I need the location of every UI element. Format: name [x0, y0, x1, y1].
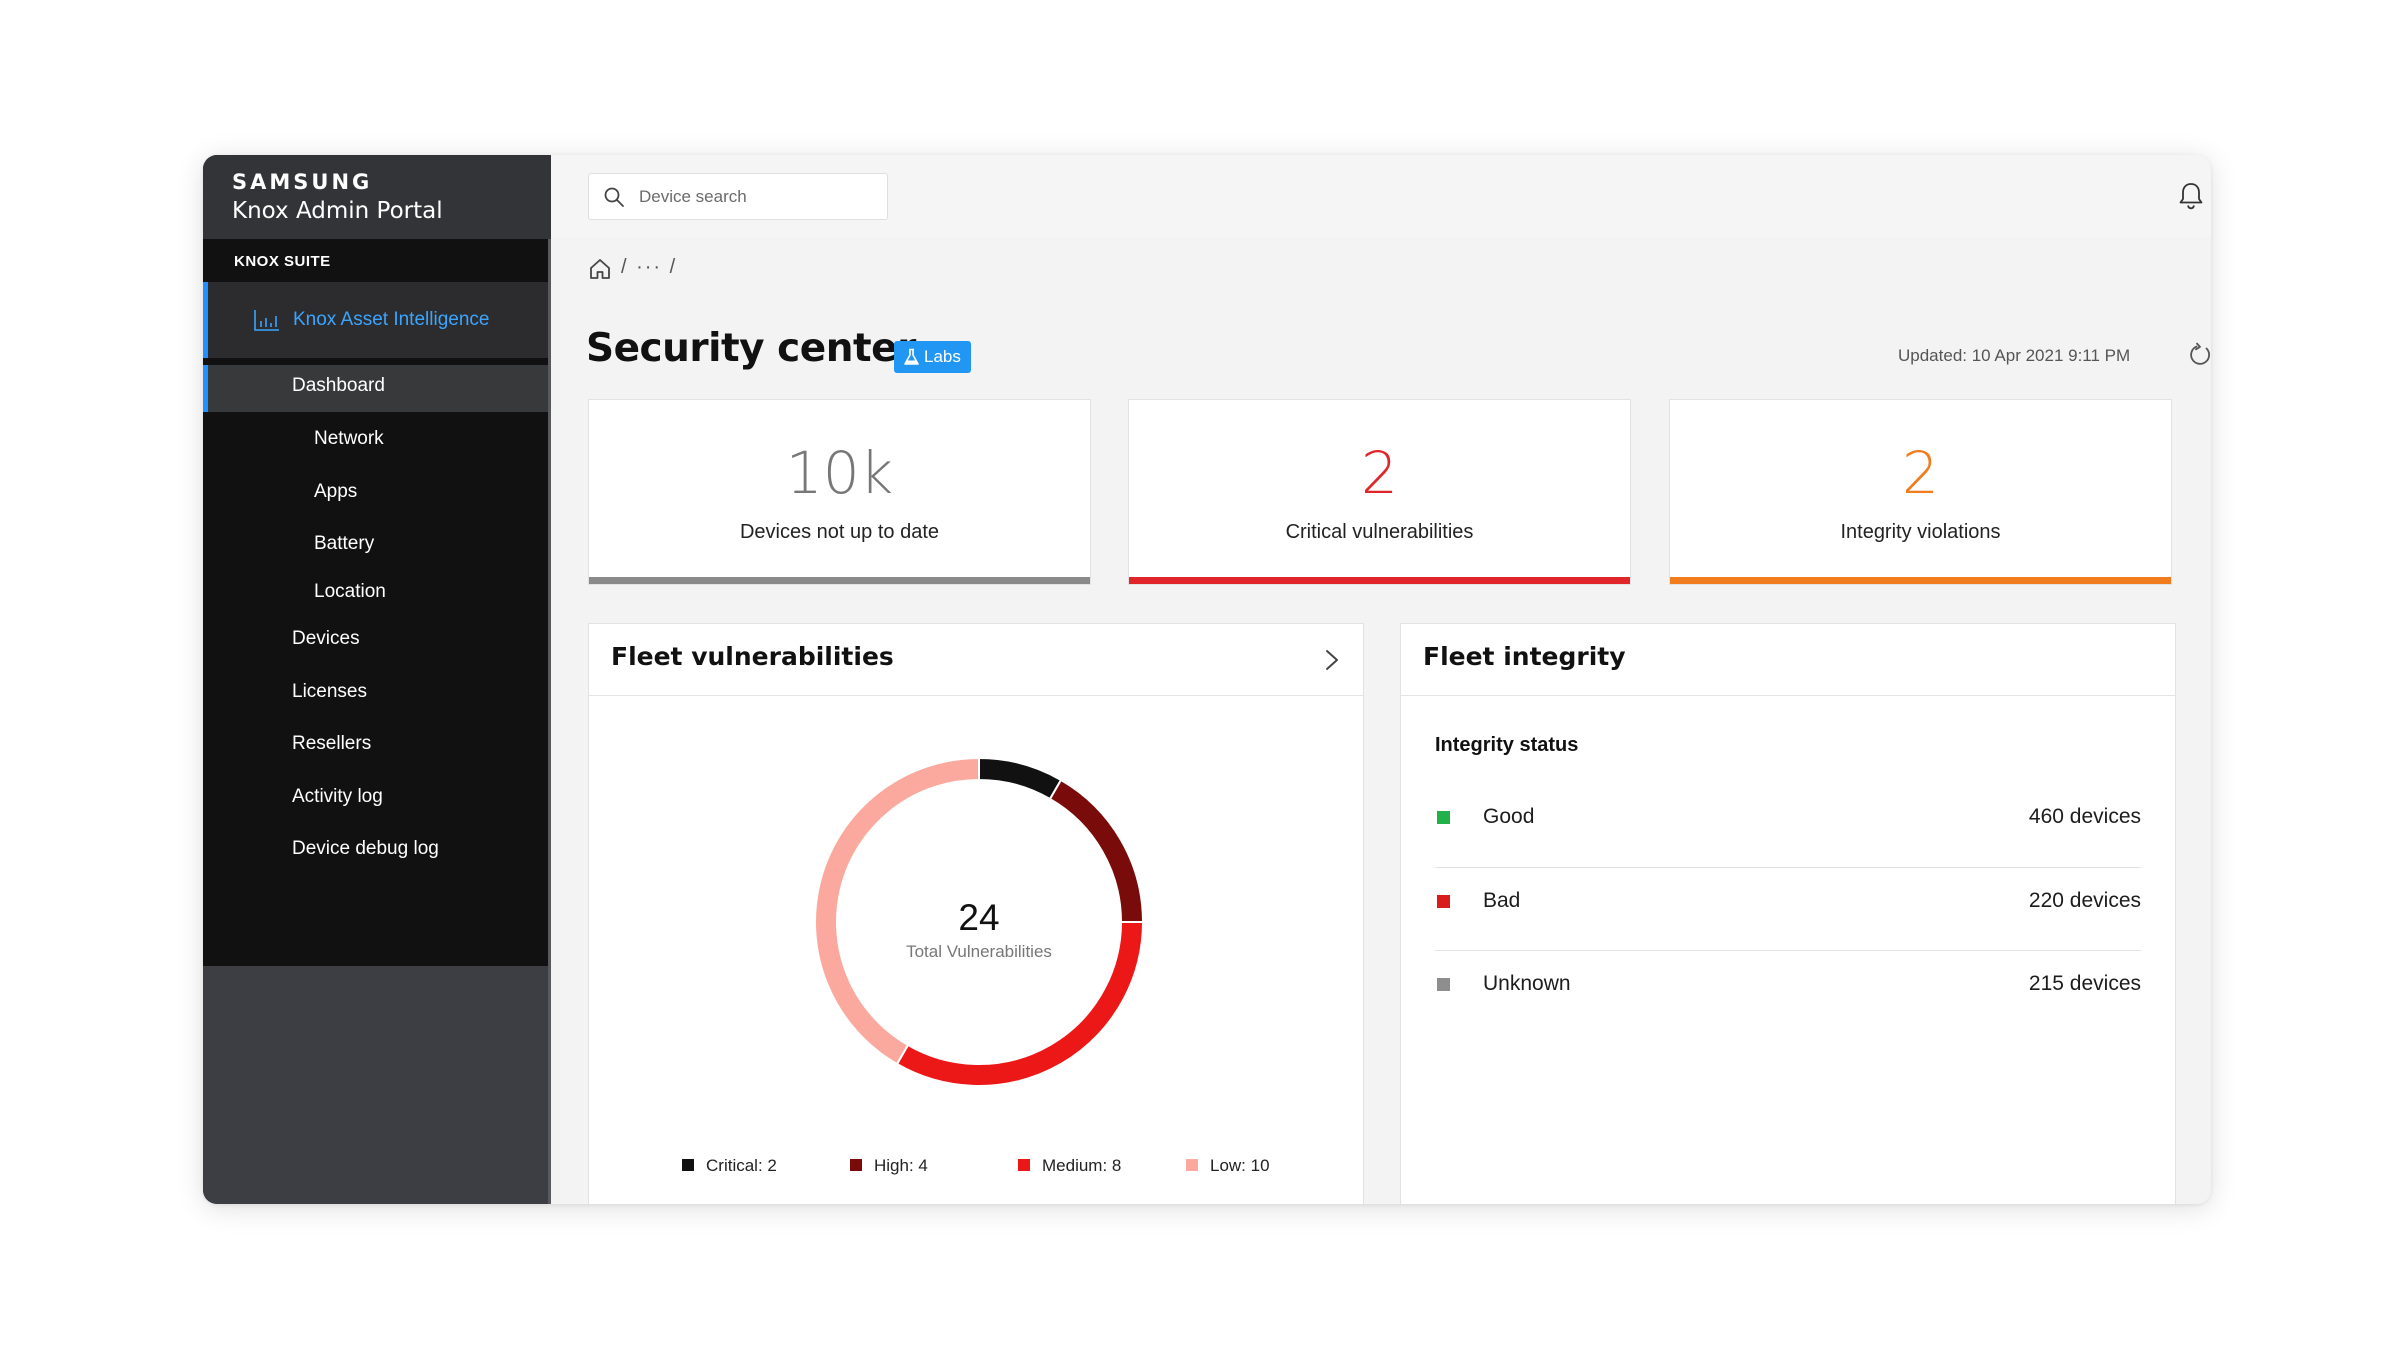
stat-accent-bar: [589, 577, 1090, 584]
status-name: Bad: [1483, 889, 1521, 912]
status-swatch: [1437, 978, 1450, 991]
row-divider: [1435, 867, 2141, 868]
sidebar-item-network[interactable]: Network: [314, 428, 384, 449]
status-swatch: [1437, 811, 1450, 824]
fleet-vulnerabilities-panel: Fleet vulnerabilities 24 Total Vulnerabi…: [588, 623, 1364, 1204]
refresh-icon[interactable]: [2187, 342, 2211, 368]
top-bar: SA: [551, 155, 2211, 237]
legend-label: Medium: 8: [1042, 1156, 1122, 1175]
sidebar-item-devices[interactable]: Devices: [292, 628, 360, 649]
vulnerabilities-donut-chart: [814, 756, 1145, 1087]
device-search-box[interactable]: [588, 173, 888, 220]
brand-logo: SAMSUNG: [232, 170, 373, 194]
stat-value: 2: [1361, 439, 1398, 507]
sidebar-item-dashboard-selected[interactable]: [203, 365, 548, 412]
legend-swatch: [850, 1159, 862, 1171]
legend-swatch: [682, 1159, 694, 1171]
status-count: 220 devices: [2028, 889, 2141, 912]
legend-label: High: 4: [874, 1156, 928, 1175]
legend-label: Low: 10: [1210, 1156, 1270, 1175]
legend-label: Critical: 2: [706, 1156, 777, 1175]
home-icon[interactable]: [588, 257, 612, 281]
sidebar-item-activity-log[interactable]: Activity log: [292, 786, 383, 807]
stat-value: 2: [1902, 439, 1939, 507]
donut-slice-low: [814, 756, 980, 1066]
status-swatch: [1437, 895, 1450, 908]
chevron-right-icon[interactable]: [1325, 649, 1339, 671]
portal-title: Knox Admin Portal: [232, 198, 443, 224]
search-icon: [604, 187, 624, 207]
status-name: Good: [1483, 805, 1535, 828]
integrity-status-heading: Integrity status: [1435, 734, 1579, 756]
integrity-row-bad: Bad 220 devices: [1435, 861, 2141, 945]
device-search-input[interactable]: [639, 182, 879, 212]
panel-header[interactable]: Fleet vulnerabilities: [589, 624, 1363, 696]
sidebar: SAMSUNG Knox Admin Portal KNOX SUITE Kno…: [203, 155, 551, 1204]
panel-title: Fleet vulnerabilities: [611, 642, 894, 671]
row-divider: [1435, 950, 2141, 951]
stat-label: Devices not up to date: [739, 521, 939, 543]
donut-total-label: Total Vulnerabilities: [906, 942, 1052, 961]
updated-timestamp: Updated: 10 Apr 2021 9:11 PM: [1898, 346, 2131, 365]
stat-value: 10k: [785, 439, 894, 507]
sidebar-product-knox-asset-intelligence[interactable]: Knox Asset Intelligence: [203, 282, 548, 358]
sidebar-item-resellers[interactable]: Resellers: [292, 733, 372, 754]
labs-badge: Labs: [894, 341, 971, 373]
legend-swatch: [1186, 1159, 1198, 1171]
panel-title: Fleet integrity: [1423, 642, 1626, 671]
stat-card-critical-vulnerabilities[interactable]: 2 Critical vulnerabilities: [1128, 399, 1631, 585]
sidebar-header: SAMSUNG Knox Admin Portal: [203, 155, 551, 239]
donut-total-value: 24: [958, 897, 1000, 938]
sidebar-product-label: Knox Asset Intelligence: [293, 309, 490, 330]
sidebar-item-device-debug-log[interactable]: Device debug log: [292, 838, 439, 859]
legend-item-low: Low: 10: [1186, 1156, 1270, 1180]
sidebar-item-licenses[interactable]: Licenses: [292, 681, 367, 702]
stat-label: Integrity violations: [1840, 521, 2001, 543]
fleet-integrity-panel: Fleet integrity Integrity status Good 46…: [1400, 623, 2176, 1204]
stat-accent-bar: [1670, 577, 2171, 584]
donut-slice-critical: [978, 756, 1063, 801]
sidebar-footer: [203, 966, 548, 1204]
legend-swatch: [1018, 1159, 1030, 1171]
legend-item-critical: Critical: 2: [682, 1156, 777, 1180]
status-count: 460 devices: [2028, 805, 2141, 828]
selection-accent: [203, 365, 208, 412]
integrity-row-unknown: Unknown 215 devices: [1435, 944, 2141, 1028]
breadcrumb[interactable]: / ··· /: [621, 256, 678, 278]
bar-chart-icon: [254, 310, 279, 331]
selection-accent: [203, 282, 208, 358]
status-count: 215 devices: [2028, 972, 2141, 995]
labs-badge-label: Labs: [924, 347, 961, 366]
stat-card-devices-not-up-to-date[interactable]: 10k Devices not up to date: [588, 399, 1091, 585]
panel-header: Fleet integrity: [1401, 624, 2175, 696]
stat-card-integrity-violations[interactable]: 2 Integrity violations: [1669, 399, 2172, 585]
stat-label: Critical vulnerabilities: [1285, 521, 1474, 543]
status-name: Unknown: [1483, 972, 1571, 995]
flask-icon: [904, 348, 919, 365]
sidebar-item-apps[interactable]: Apps: [314, 481, 358, 502]
stat-accent-bar: [1129, 577, 1630, 584]
app-window: SAMSUNG Knox Admin Portal KNOX SUITE Kno…: [203, 155, 2211, 1204]
sidebar-section-label: KNOX SUITE: [234, 253, 331, 270]
sidebar-item-battery[interactable]: Battery: [314, 533, 375, 554]
integrity-row-good: Good 460 devices: [1435, 777, 2141, 861]
notification-bell-icon[interactable]: [2174, 179, 2208, 213]
legend-item-medium: Medium: 8: [1018, 1156, 1121, 1180]
page-title: Security center: [586, 326, 916, 371]
sidebar-item-dashboard[interactable]: Dashboard: [292, 375, 385, 396]
sidebar-item-location[interactable]: Location: [314, 581, 386, 602]
legend-item-high: High: 4: [850, 1156, 928, 1180]
sidebar-divider: [548, 155, 551, 1204]
